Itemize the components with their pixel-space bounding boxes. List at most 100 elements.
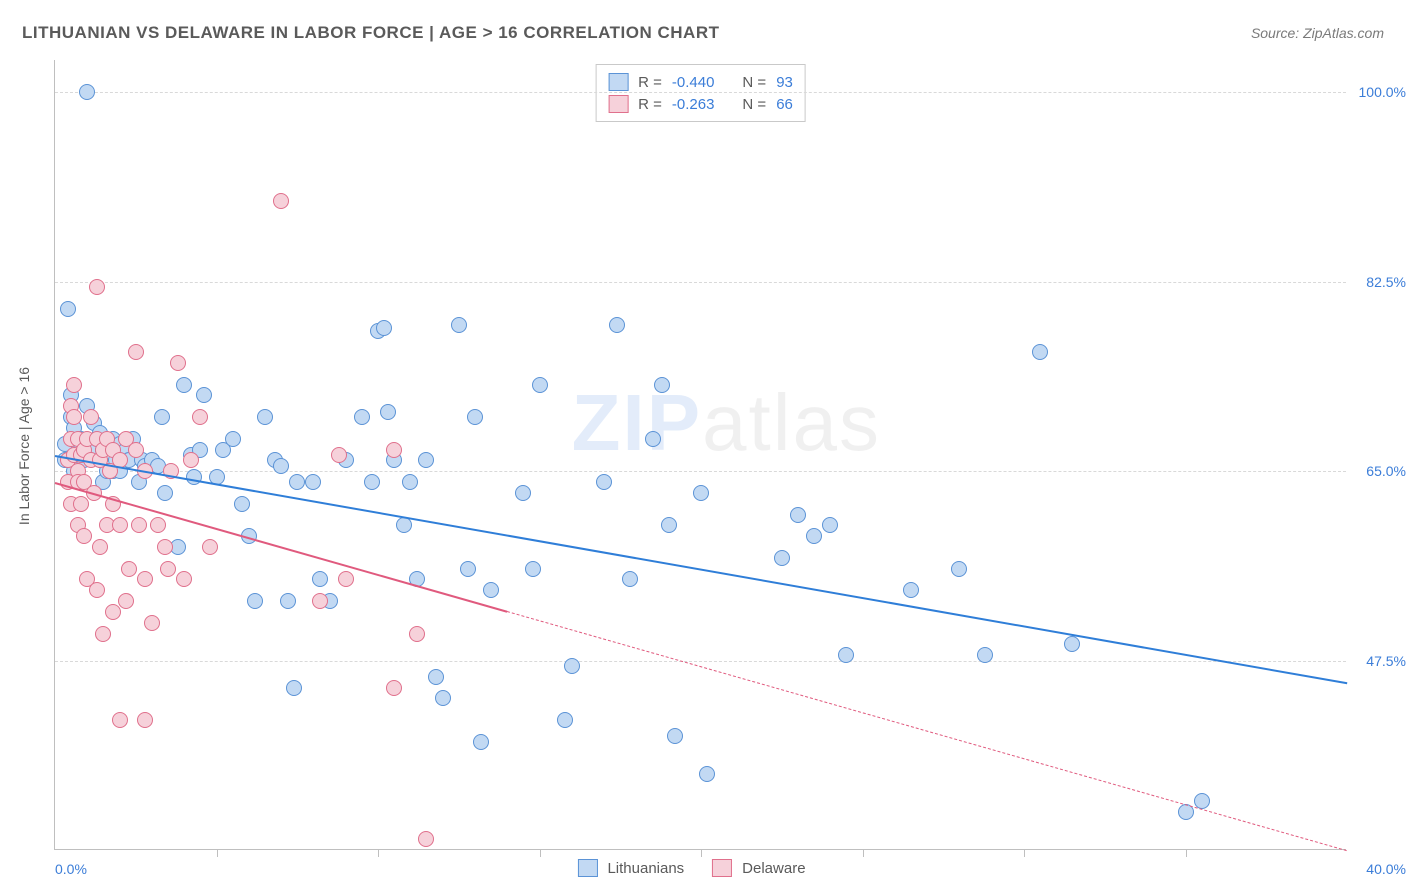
scatter-point	[557, 712, 573, 728]
scatter-point	[105, 604, 121, 620]
y-tick-label: 47.5%	[1351, 653, 1406, 669]
scatter-point	[112, 712, 128, 728]
scatter-point	[154, 409, 170, 425]
scatter-point	[305, 474, 321, 490]
scatter-point	[128, 344, 144, 360]
scatter-point	[774, 550, 790, 566]
scatter-point	[396, 517, 412, 533]
scatter-point	[596, 474, 612, 490]
series-legend: Lithuanians Delaware	[577, 859, 823, 877]
scatter-point	[157, 485, 173, 501]
scatter-point	[183, 452, 199, 468]
watermark: ZIPatlas	[572, 377, 881, 469]
legend-r-value: -0.263	[672, 96, 715, 113]
scatter-point	[428, 669, 444, 685]
scatter-point	[402, 474, 418, 490]
scatter-point	[202, 539, 218, 555]
scatter-point	[273, 458, 289, 474]
scatter-point	[418, 831, 434, 847]
scatter-point	[157, 539, 173, 555]
scatter-point	[645, 431, 661, 447]
y-tick-label: 82.5%	[1351, 274, 1406, 290]
grid-line	[55, 282, 1346, 283]
legend-n-value: 66	[776, 96, 793, 113]
scatter-point	[364, 474, 380, 490]
scatter-point	[83, 409, 99, 425]
x-tick	[701, 849, 702, 857]
scatter-point	[418, 452, 434, 468]
scatter-point	[838, 647, 854, 663]
scatter-point	[951, 561, 967, 577]
legend-swatch	[608, 95, 628, 113]
grid-line	[55, 661, 1346, 662]
x-tick	[1024, 849, 1025, 857]
scatter-point	[532, 377, 548, 393]
scatter-point	[257, 409, 273, 425]
scatter-point	[137, 571, 153, 587]
legend-series-label: Lithuanians	[607, 860, 684, 877]
scatter-point	[144, 615, 160, 631]
scatter-point	[376, 320, 392, 336]
x-tick	[540, 849, 541, 857]
scatter-point	[386, 680, 402, 696]
scatter-point	[409, 626, 425, 642]
legend-series-label: Delaware	[742, 860, 805, 877]
watermark-suffix: atlas	[702, 378, 881, 467]
scatter-point	[160, 561, 176, 577]
scatter-point	[89, 582, 105, 598]
scatter-point	[693, 485, 709, 501]
scatter-point	[76, 528, 92, 544]
scatter-point	[176, 571, 192, 587]
scatter-point	[60, 301, 76, 317]
scatter-point	[654, 377, 670, 393]
plot-area: ZIPatlas 0.0% 40.0% R =-0.440N =93R =-0.…	[54, 60, 1346, 850]
x-tick	[378, 849, 379, 857]
scatter-point	[192, 409, 208, 425]
watermark-brand: ZIP	[572, 378, 702, 467]
legend-swatch	[577, 859, 597, 877]
x-axis-max-label: 40.0%	[1366, 861, 1406, 877]
scatter-point	[95, 626, 111, 642]
scatter-point	[176, 377, 192, 393]
scatter-point	[483, 582, 499, 598]
scatter-point	[609, 317, 625, 333]
legend-n-value: 93	[776, 74, 793, 91]
scatter-point	[66, 409, 82, 425]
legend-swatch	[608, 73, 628, 91]
legend-n-label: N =	[742, 74, 766, 91]
scatter-point	[331, 447, 347, 463]
scatter-point	[467, 409, 483, 425]
scatter-point	[806, 528, 822, 544]
scatter-point	[435, 690, 451, 706]
scatter-point	[1032, 344, 1048, 360]
scatter-point	[196, 387, 212, 403]
scatter-point	[354, 409, 370, 425]
x-tick	[217, 849, 218, 857]
trend-line	[507, 611, 1347, 851]
scatter-point	[977, 647, 993, 663]
legend-n-label: N =	[742, 96, 766, 113]
scatter-point	[131, 517, 147, 533]
scatter-point	[150, 517, 166, 533]
y-tick-label: 65.0%	[1351, 463, 1406, 479]
scatter-point	[460, 561, 476, 577]
legend-swatch	[712, 859, 732, 877]
scatter-point	[903, 582, 919, 598]
scatter-point	[473, 734, 489, 750]
x-tick	[1186, 849, 1187, 857]
chart-header: LITHUANIAN VS DELAWARE IN LABOR FORCE | …	[22, 18, 1384, 48]
scatter-point	[170, 355, 186, 371]
scatter-point	[386, 442, 402, 458]
scatter-point	[822, 517, 838, 533]
scatter-point	[225, 431, 241, 447]
legend-r-value: -0.440	[672, 74, 715, 91]
scatter-point	[564, 658, 580, 674]
grid-line	[55, 471, 1346, 472]
chart-source: Source: ZipAtlas.com	[1251, 25, 1384, 41]
scatter-point	[121, 561, 137, 577]
legend-r-label: R =	[638, 96, 662, 113]
scatter-point	[92, 539, 108, 555]
scatter-point	[73, 496, 89, 512]
scatter-point	[128, 442, 144, 458]
x-tick	[863, 849, 864, 857]
